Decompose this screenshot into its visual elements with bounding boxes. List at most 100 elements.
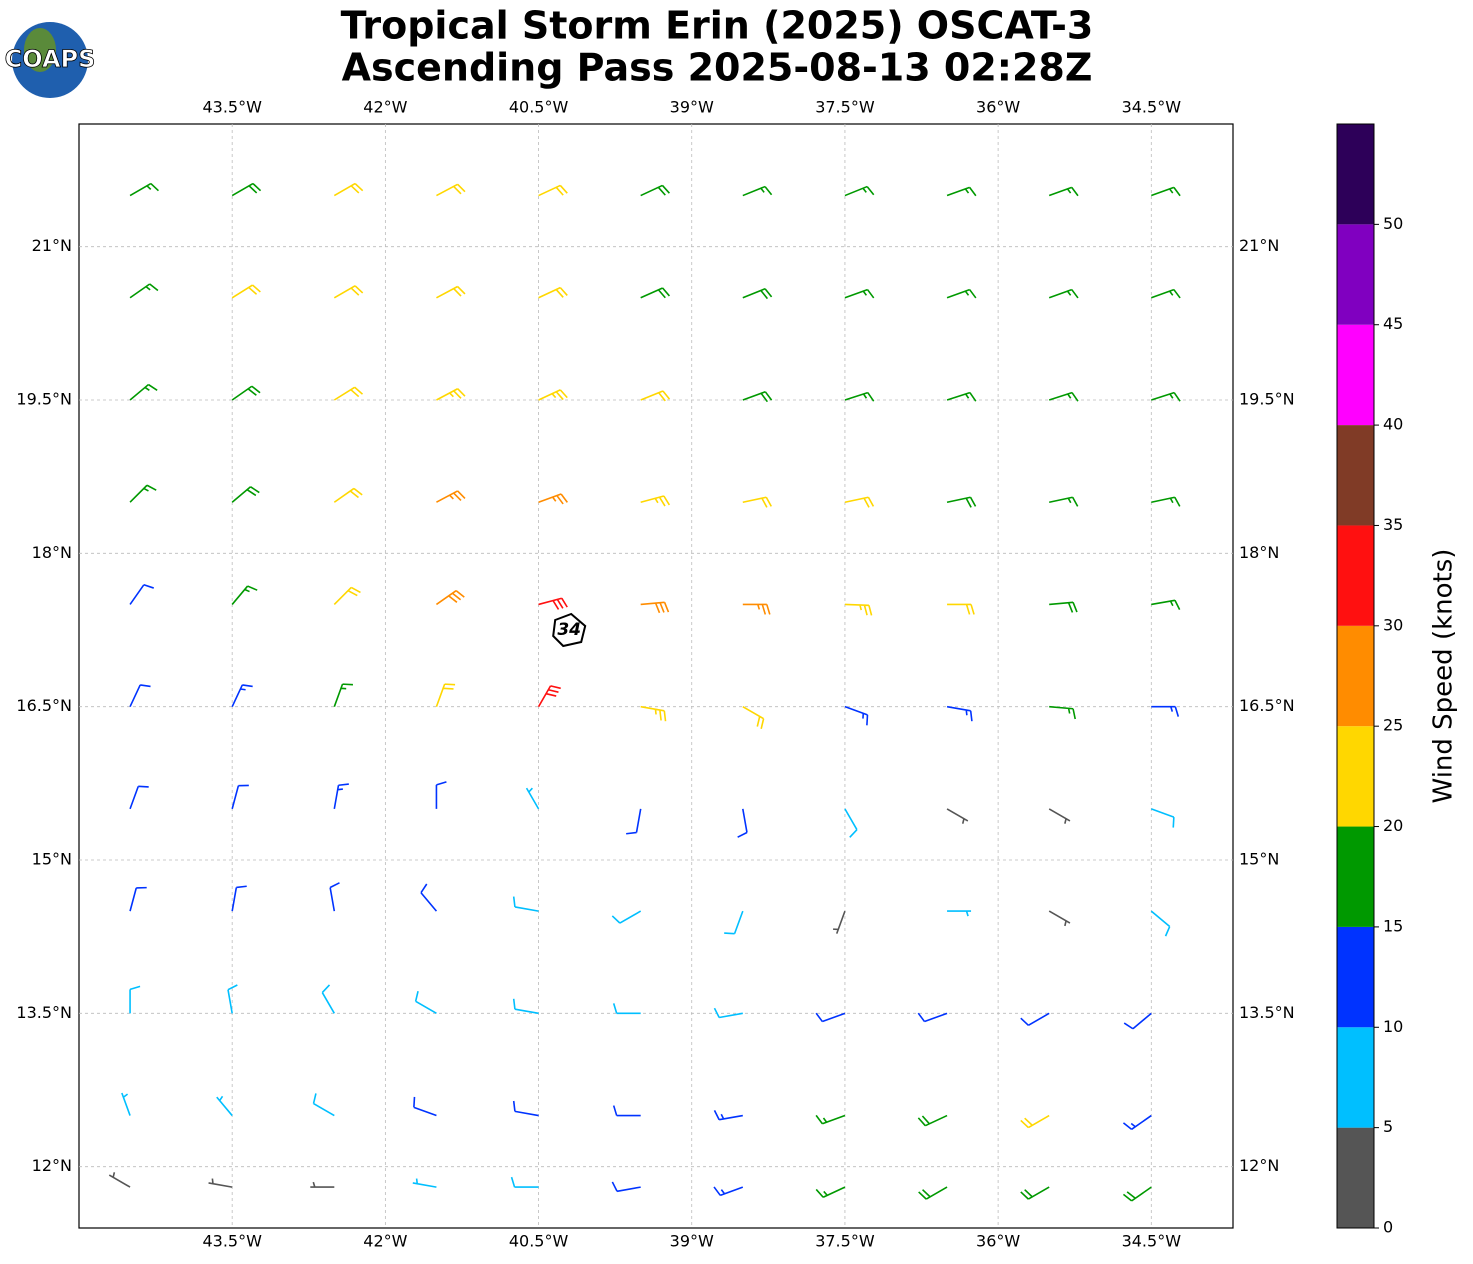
x-tick-label: 42°W: [363, 98, 407, 117]
wind-barb: [612, 1003, 641, 1015]
wind-barb: [713, 1110, 743, 1121]
wind-barb: [1151, 186, 1181, 197]
wind-barb: [946, 288, 977, 299]
wind-barb: [414, 990, 437, 1015]
wind-barb: [1151, 288, 1181, 299]
wind-barb: [231, 784, 249, 810]
colorbar-segment: [1337, 525, 1374, 626]
logo: COAPS: [4, 22, 96, 98]
wind-barb: [436, 285, 466, 299]
wind-barb: [1020, 1114, 1050, 1129]
wind-barb: [436, 490, 466, 503]
x-tick-label: 43.5°W: [202, 1232, 262, 1251]
wind-barb: [208, 1178, 233, 1188]
colorbar-segment: [1337, 425, 1374, 526]
wind-barb: [947, 603, 975, 615]
wind-barb: [129, 383, 158, 401]
wind-barb: [333, 683, 353, 707]
wind-barb: [946, 808, 969, 824]
wind-barb: [435, 590, 465, 606]
wind-barb: [742, 705, 765, 730]
colorbar-segment: [1337, 1127, 1374, 1228]
y-tick-label: 16.5°N: [16, 696, 72, 715]
wind-barb: [1151, 391, 1181, 402]
wind-barb: [844, 288, 875, 299]
wind-barb: [833, 910, 846, 934]
wind-barb: [129, 684, 151, 708]
wind-barb: [815, 1186, 846, 1198]
wind-barb: [231, 585, 258, 605]
wind-barb: [436, 388, 466, 401]
wind-barb: [1048, 808, 1071, 824]
wind-barb: [918, 1186, 948, 1200]
x-tick-label: 34.5°W: [1122, 98, 1182, 117]
wind-barb: [917, 1114, 948, 1127]
wind-barb: [538, 184, 568, 197]
wind-barb: [312, 1093, 335, 1117]
wind-barb: [844, 496, 875, 508]
x-tick-label: 40.5°W: [509, 1232, 569, 1251]
wind-barb: [640, 390, 671, 402]
wind-barb: [129, 484, 157, 503]
wind-barb: [742, 496, 772, 508]
colorbar-tick-label: 25: [1383, 716, 1403, 735]
wind-barb: [121, 1092, 131, 1116]
wind-barb: [436, 183, 466, 197]
wind-barb: [844, 391, 875, 402]
wind-barb: [1049, 705, 1076, 720]
wind-barb: [231, 284, 261, 299]
wind-barb: [947, 910, 972, 917]
wind-barb: [538, 597, 568, 610]
wind-barb: [333, 386, 364, 401]
wind-barb: [917, 1012, 948, 1023]
wind-barb: [737, 808, 748, 838]
wind-barb: [321, 984, 336, 1014]
x-tick-label: 36°W: [976, 98, 1020, 117]
x-tick-label: 40.5°W: [509, 98, 569, 117]
wind-barb: [129, 886, 147, 912]
colorbar-segment: [1337, 625, 1374, 727]
y-tick-label: 21°N: [32, 236, 72, 255]
wind-barb: [1048, 186, 1079, 197]
colorbar-segment: [1337, 324, 1374, 426]
colorbar-frame: [1336, 123, 1375, 1229]
wind-barb: [611, 910, 642, 924]
wind-barb: [742, 185, 773, 197]
colorbar-tick-label: 15: [1383, 916, 1403, 935]
wind-barb: [640, 705, 667, 722]
wind-barb: [525, 787, 540, 810]
wind-barb: [231, 885, 247, 912]
wind-barb: [538, 493, 568, 505]
storm-marker: [552, 612, 587, 648]
wind-barb: [129, 584, 154, 605]
x-tick-label: 34.5°W: [1122, 1232, 1182, 1251]
wind-barb: [537, 685, 561, 708]
wind-barb: [1122, 1186, 1152, 1202]
wind-barb: [108, 1172, 131, 1188]
wind-barb: [844, 185, 875, 197]
wind-barb: [640, 495, 671, 507]
wind-barb: [844, 808, 858, 838]
wind-barb: [640, 184, 670, 197]
title-line: Ascending Pass 2025-08-13 02:28Z: [342, 46, 1093, 90]
colorbar-tick-label: 0: [1383, 1218, 1393, 1237]
wind-barb: [310, 1181, 335, 1188]
colorbar-segment: [1337, 224, 1374, 325]
wind-barb: [742, 391, 773, 403]
y-tick-label: 19.5°N: [16, 390, 72, 409]
wind-barb: [612, 1105, 641, 1117]
wind-barb: [333, 783, 349, 810]
y-tick-label: 18°N: [1239, 543, 1279, 562]
y-tick-label: 13.5°N: [16, 1003, 72, 1022]
colorbar-tick-label: 40: [1383, 415, 1403, 434]
colorbar-label: Wind Speed (knots): [1429, 549, 1459, 804]
wind-barb: [713, 1186, 744, 1197]
wind-barb: [713, 1007, 743, 1019]
wind-barb: [844, 603, 873, 616]
wind-barb: [435, 683, 456, 707]
wind-barb: [611, 1181, 641, 1193]
wind-barb: [512, 998, 539, 1015]
y-tick-label: 19.5°N: [1239, 390, 1295, 409]
wind-barb: [946, 496, 977, 508]
colorbar-tick-label: 45: [1383, 314, 1403, 333]
